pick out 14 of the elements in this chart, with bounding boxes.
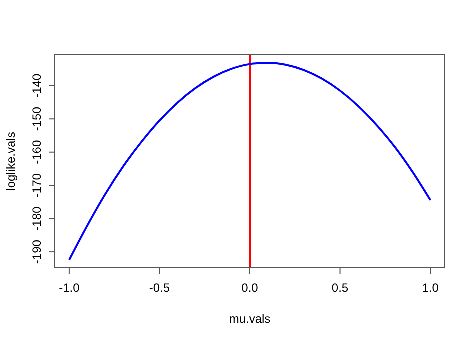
x-axis-title: mu.vals [229,312,271,326]
y-axis-title: loglike.vals [4,132,18,191]
y-tick-label: -170 [30,173,44,198]
line-series [68,62,432,262]
y-tick-label: -150 [30,106,44,132]
x-tick-label: 0.5 [332,281,349,295]
y-tick-label: -180 [30,206,44,231]
x-tick-label: -0.5 [149,281,170,295]
y-tick-label: -190 [30,240,44,264]
y-tick-label: -160 [30,140,44,164]
x-tick-label: 1.0 [422,281,440,295]
y-tick-label: -140 [30,74,44,98]
x-tick-label: -1.0 [59,281,80,295]
x-tick-label: 0.0 [242,281,259,295]
